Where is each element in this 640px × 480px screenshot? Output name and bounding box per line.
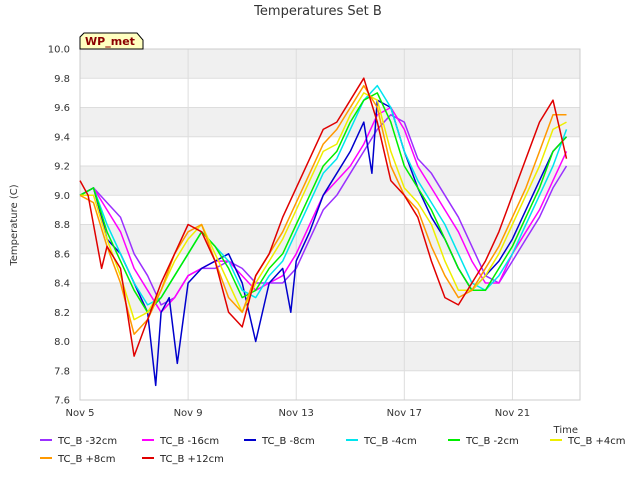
legend-swatch (550, 439, 562, 441)
chart-title: Temperatures Set B (253, 4, 382, 19)
x-tick-labels: Nov 5 Nov 9 Nov 13 Nov 17 Nov 21 (65, 408, 530, 419)
legend-label: TC_B -8cm (262, 436, 315, 447)
legend-label: TC_B -4cm (364, 436, 417, 447)
legend-label: TC_B -32cm (58, 436, 118, 447)
y-tick-labels: 7.6 7.8 8.0 8.2 8.4 8.6 8.8 9.0 9.2 9.4 9.6 9.8 10.0 (48, 45, 70, 407)
y-tick-label: 9.8 (54, 74, 70, 85)
plot-band (80, 107, 580, 137)
y-tick-label: 9.0 (54, 191, 70, 202)
legend-swatch (142, 439, 154, 441)
series-layer (79, 77, 568, 387)
plot-band (80, 49, 580, 79)
legend-swatch (448, 439, 460, 441)
x-axis-label: Time (553, 425, 578, 436)
series-line-tc-b-2cm (79, 92, 568, 314)
plot-area-frame (79, 48, 581, 401)
legend-item: TC_B +8cm (40, 454, 116, 468)
y-tick-label: 8.6 (54, 249, 70, 260)
badge-label: WP_met (85, 35, 135, 48)
plot-bands (80, 49, 580, 371)
y-tick-label: 10.0 (48, 45, 70, 56)
legend-swatch (40, 457, 52, 459)
wp-met-badge: WP_met (79, 32, 144, 50)
y-tick-label: 8.4 (54, 279, 70, 290)
legend-item: TC_B -4cm (346, 436, 417, 450)
y-tick-label: 8.2 (54, 308, 70, 319)
x-tick-label: Nov 5 (65, 408, 94, 419)
legend-label: TC_B +12cm (160, 454, 224, 465)
y-tick-label: 7.8 (54, 366, 70, 377)
series-line-tc-b-8cm (79, 84, 567, 335)
y-tick-label: 7.6 (54, 396, 70, 407)
y-axis-label: Temperature (C) (9, 184, 20, 266)
legend-item: TC_B -16cm (142, 436, 219, 450)
legend-swatch (244, 439, 256, 441)
x-tick-label: Nov 17 (387, 408, 422, 419)
plot-band (80, 166, 580, 196)
legend-item: TC_B -2cm (448, 436, 519, 450)
legend-swatch (40, 439, 52, 441)
y-tick-label: 9.6 (54, 103, 70, 114)
x-tick-label: Nov 9 (174, 408, 203, 419)
legend-swatch (142, 457, 154, 459)
legend-label: TC_B -16cm (160, 436, 220, 447)
y-tick-label: 9.4 (54, 132, 70, 143)
y-tick-label: 9.2 (54, 162, 70, 173)
x-tick-label: Nov 21 (495, 408, 530, 419)
legend-item: TC_B -32cm (40, 436, 117, 450)
plot-band (80, 341, 580, 371)
legend-item: TC_B +4cm (550, 436, 626, 450)
y-tick-label: 8.0 (54, 337, 70, 348)
badge-box (79, 32, 144, 50)
y-tick-label: 8.8 (54, 220, 70, 231)
x-tick-label: Nov 13 (279, 408, 314, 419)
legend-item: TC_B -8cm (244, 436, 315, 450)
legend-swatch (346, 439, 358, 441)
legend-label: TC_B +4cm (568, 436, 626, 447)
legend-label: TC_B +8cm (58, 454, 116, 465)
series-line-tc-b-12cm (79, 77, 568, 357)
legend-item: TC_B +12cm (142, 454, 224, 468)
legend-label: TC_B -2cm (466, 436, 519, 447)
